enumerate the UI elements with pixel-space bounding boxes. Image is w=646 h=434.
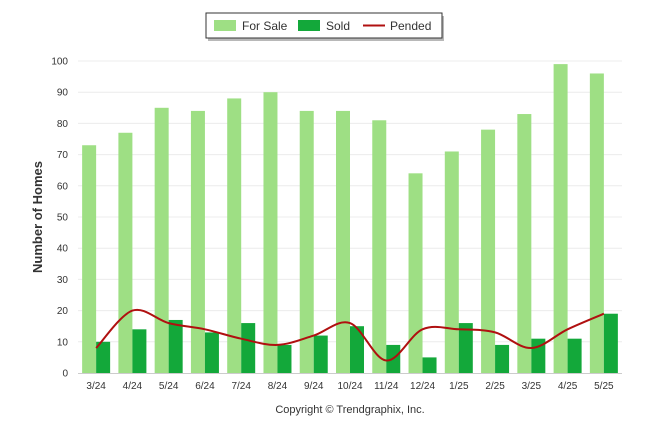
bar-sold-12-24	[422, 357, 437, 373]
bar-sold-5-24	[168, 319, 183, 373]
bar-for-sale-9-24	[299, 110, 314, 374]
series-line-pended	[95, 308, 605, 362]
y-tick-label-10: 10	[57, 337, 69, 348]
copyright-credit: Copyright © Trendgraphix, Inc.	[275, 404, 424, 416]
legend-label-sold: Sold	[326, 19, 350, 33]
x-tick-label-3-24: 3/24	[86, 381, 106, 392]
bar-for-sale-12-24	[408, 173, 423, 373]
bar-for-sale-4-25	[553, 64, 568, 374]
y-tick-label-40: 40	[57, 244, 69, 255]
bar-sold-1-25	[458, 323, 473, 373]
x-tick-label-5-24: 5/24	[159, 381, 179, 392]
x-tick-label-12-24: 12/24	[410, 381, 435, 392]
bar-sold-7-24	[241, 323, 256, 373]
x-tick-label-4-24: 4/24	[123, 381, 143, 392]
bar-sold-2-25	[495, 344, 510, 373]
bar-sold-9-24	[313, 335, 328, 373]
y-tick-label-20: 20	[57, 306, 69, 317]
bar-for-sale-7-24	[227, 98, 242, 373]
legend-swatch-for-sale	[214, 20, 236, 31]
y-axis-label: Number of Homes	[30, 161, 45, 273]
y-tick-label-0: 0	[62, 369, 68, 380]
y-axis-ticks: 0 10 20 30 40 50 60 70 80 90 100	[51, 57, 68, 380]
bars	[82, 64, 618, 374]
bar-for-sale-3-25	[517, 114, 532, 373]
bar-sold-10-24	[350, 326, 364, 373]
y-tick-label-30: 30	[57, 275, 69, 286]
x-tick-label-9-24: 9/24	[304, 381, 324, 392]
y-tick-label-60: 60	[57, 181, 69, 192]
bar-for-sale-8-24	[263, 92, 278, 373]
legend-swatch-sold	[298, 20, 320, 31]
bar-sold-6-24	[204, 332, 219, 373]
y-tick-label-80: 80	[57, 119, 69, 130]
bar-for-sale-11-24	[372, 120, 387, 373]
bar-for-sale-5-25	[589, 73, 604, 373]
bar-for-sale-3-24	[82, 145, 97, 373]
x-tick-label-8-24: 8/24	[268, 381, 288, 392]
bar-for-sale-4-24	[118, 132, 133, 373]
bar-for-sale-6-24	[190, 110, 205, 374]
bar-sold-8-24	[277, 344, 292, 373]
bar-sold-4-24	[132, 329, 147, 373]
y-tick-label-90: 90	[57, 88, 69, 99]
bar-for-sale-5-24	[154, 107, 169, 374]
bar-for-sale-2-25	[481, 129, 496, 373]
x-axis-ticks: 3/24 4/24 5/24 6/24 7/24 8/24 9/24 10/24 11/24 12…	[86, 381, 614, 392]
x-tick-label-4-25: 4/25	[558, 381, 578, 392]
bar-sold-3-24	[96, 341, 111, 373]
x-tick-label-6-24: 6/24	[195, 381, 215, 392]
bar-sold-4-25	[567, 338, 582, 373]
x-tick-label-7-24: 7/24	[231, 381, 251, 392]
bar-sold-5-25	[603, 313, 618, 373]
x-tick-label-2-25: 2/25	[485, 381, 505, 392]
x-tick-label-3-25: 3/25	[522, 381, 542, 392]
bar-for-sale-1-25	[444, 151, 459, 373]
legend-label-for-sale: For Sale	[242, 19, 288, 33]
x-tick-label-1-25: 1/25	[449, 381, 469, 392]
y-tick-label-50: 50	[57, 213, 69, 224]
x-tick-label-11-24: 11/24	[374, 381, 399, 392]
legend-box	[205, 12, 443, 39]
legend-label-pended: Pended	[390, 19, 431, 33]
legend: For Sale Sold Pended	[205, 12, 444, 41]
y-tick-label-70: 70	[57, 150, 69, 161]
x-tick-label-10-24: 10/24	[337, 381, 362, 392]
bar-for-sale-10-24	[336, 110, 350, 374]
y-tick-label-100: 100	[51, 57, 68, 68]
x-tick-label-5-25: 5/25	[594, 381, 614, 392]
